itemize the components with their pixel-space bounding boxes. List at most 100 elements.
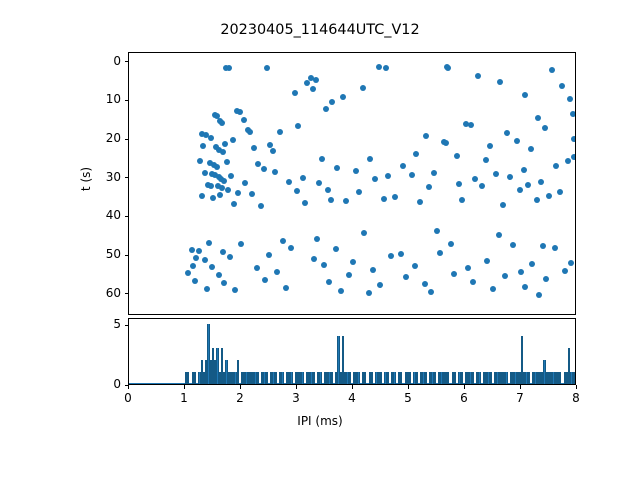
scatter-point <box>422 133 429 140</box>
x-tick-label: 7 <box>516 391 524 405</box>
scatter-point <box>484 257 491 264</box>
histogram-bar <box>218 372 221 384</box>
histogram-bar <box>478 372 481 384</box>
scatter-point <box>412 150 419 157</box>
scatter-point <box>500 202 507 208</box>
histogram-bar <box>438 372 441 384</box>
x-tick-mark <box>463 385 465 389</box>
scatter-point <box>408 171 415 178</box>
x-tick-mark <box>519 385 521 389</box>
histogram-bar <box>406 372 409 384</box>
scatter-point <box>208 135 215 142</box>
histogram-bar <box>525 372 528 384</box>
scatter-point <box>226 64 233 71</box>
scatter-point <box>202 169 209 176</box>
histogram-bar <box>467 372 470 384</box>
histogram-bar <box>205 360 208 384</box>
scatter-point <box>231 200 238 207</box>
histogram-bar <box>274 372 277 384</box>
scatter-point <box>565 158 572 165</box>
y-tick-label: 0 <box>113 53 121 68</box>
histogram-bar <box>294 372 297 384</box>
histogram-bar <box>288 372 291 384</box>
histogram-bar <box>364 372 367 384</box>
histogram-bar <box>570 372 573 384</box>
scatter-point <box>472 176 479 183</box>
histogram-bar <box>290 372 293 384</box>
histogram-bar <box>538 372 542 384</box>
scatter-point <box>285 178 292 185</box>
scatter-point <box>316 179 323 186</box>
y-tick-label: 5 <box>113 317 121 332</box>
scatter-point <box>528 145 535 152</box>
histogram-baseline <box>129 382 575 384</box>
scatter-point <box>372 176 379 183</box>
histogram-bar <box>476 372 479 384</box>
histogram-bar <box>384 372 387 384</box>
scatter-point <box>434 227 440 234</box>
scatter-point <box>199 193 206 200</box>
histogram-bar <box>301 372 304 384</box>
histogram-bar <box>545 372 548 384</box>
scatter-point <box>260 166 267 173</box>
histogram-bar <box>299 372 302 384</box>
histogram-bar <box>375 372 378 384</box>
scatter-point <box>210 195 216 202</box>
histogram-bar <box>312 372 315 384</box>
scatter-point <box>568 260 575 266</box>
histogram-bar <box>335 372 338 384</box>
histogram-bar <box>348 372 351 384</box>
histogram-bar <box>541 372 544 384</box>
histogram-bar <box>216 348 219 384</box>
x-tick-label: 5 <box>404 391 412 405</box>
histogram-bar <box>200 360 203 384</box>
scatter-point <box>436 249 443 256</box>
histogram-bar <box>319 372 322 384</box>
histogram-bar <box>400 372 403 384</box>
scatter-point <box>291 89 298 96</box>
histogram-bar <box>326 372 329 384</box>
histogram-bar <box>232 372 235 384</box>
scatter-point <box>464 265 471 272</box>
scatter-point <box>421 280 428 287</box>
scatter-point <box>502 273 509 280</box>
scatter-point <box>369 266 376 273</box>
y-tick-mark <box>124 99 128 101</box>
scatter-point <box>196 248 202 255</box>
scatter-point <box>214 164 221 171</box>
histogram-bar <box>308 372 311 384</box>
histogram-bar <box>458 372 461 384</box>
histogram-bar <box>305 372 309 384</box>
histogram-bar <box>310 372 313 384</box>
scatter-point <box>261 277 268 284</box>
histogram-bar <box>391 372 394 384</box>
histogram-bar <box>355 372 358 384</box>
scatter-point <box>211 171 218 178</box>
histogram-bar <box>234 372 237 384</box>
histogram-bar <box>265 372 268 384</box>
histogram-bar <box>543 360 546 384</box>
scatter-point <box>200 142 207 149</box>
scatter-point <box>236 109 243 116</box>
scatter-point <box>319 156 326 163</box>
scatter-point <box>383 64 390 71</box>
page-title: 20230405_114644UTC_V12 <box>220 22 420 38</box>
scatter-point <box>334 164 341 171</box>
scatter-point <box>242 180 249 187</box>
histogram-bar <box>361 372 365 384</box>
histogram-bar <box>368 372 371 384</box>
histogram-bar <box>198 372 201 384</box>
histogram-bar <box>550 372 553 384</box>
scatter-point <box>277 129 284 136</box>
scatter-point <box>359 84 366 91</box>
scatter-point <box>271 168 278 175</box>
histogram-bar <box>500 372 504 384</box>
scatter-point <box>313 77 320 84</box>
scatter-point <box>470 278 477 285</box>
y-tick-label: 40 <box>105 208 121 223</box>
x-tick-label: 4 <box>348 391 356 405</box>
histogram-bar <box>565 372 569 384</box>
histogram-bar <box>505 372 508 384</box>
scatter-point <box>497 79 504 85</box>
scatter-point <box>254 161 261 167</box>
